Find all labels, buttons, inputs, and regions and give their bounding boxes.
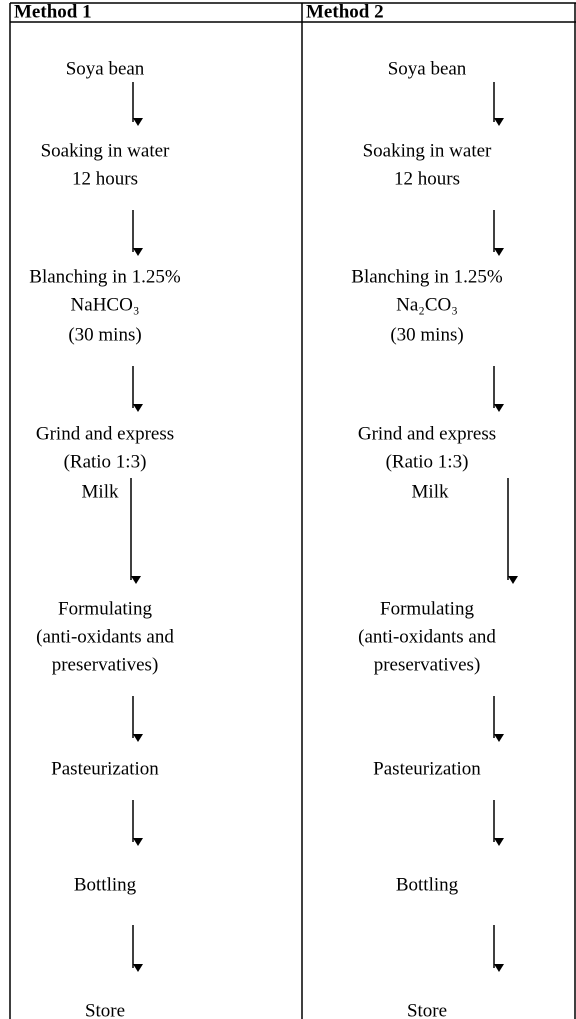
column-header: Method 1 <box>14 1 92 22</box>
step-label: Pasteurization <box>51 758 159 779</box>
step-label: Milk <box>82 481 119 502</box>
step-label: Bottling <box>396 874 459 895</box>
step-label: 12 hours <box>72 168 138 189</box>
step-label: (30 mins) <box>68 324 141 345</box>
step-label: Soya bean <box>388 58 467 79</box>
step-label: Formulating <box>58 598 152 619</box>
step-label: Blanching in 1.25% <box>29 266 181 287</box>
step-label: preservatives) <box>52 654 159 675</box>
step-label: Blanching in 1.25% <box>351 266 503 287</box>
step-label: Soya bean <box>66 58 145 79</box>
step-label: NaHCO₃ <box>71 294 140 315</box>
step-label: Store <box>407 1000 447 1019</box>
step-label: Na₂CO₃ <box>396 294 458 315</box>
step-label: Soaking in water <box>363 140 492 161</box>
step-label: Pasteurization <box>373 758 481 779</box>
step-label: Store <box>85 1000 125 1019</box>
step-label: Milk <box>412 481 449 502</box>
step-label: (30 mins) <box>390 324 463 345</box>
step-label: Bottling <box>74 874 137 895</box>
step-label: (Ratio 1:3) <box>64 451 147 472</box>
step-label: (anti-oxidants and <box>358 626 496 647</box>
step-label: (Ratio 1:3) <box>386 451 469 472</box>
step-label: Soaking in water <box>41 140 170 161</box>
step-label: (anti-oxidants and <box>36 626 174 647</box>
step-label: 12 hours <box>394 168 460 189</box>
step-label: Grind and express <box>36 423 174 444</box>
step-label: Formulating <box>380 598 474 619</box>
step-label: preservatives) <box>374 654 481 675</box>
step-label: Grind and express <box>358 423 496 444</box>
column-header: Method 2 <box>306 1 384 22</box>
